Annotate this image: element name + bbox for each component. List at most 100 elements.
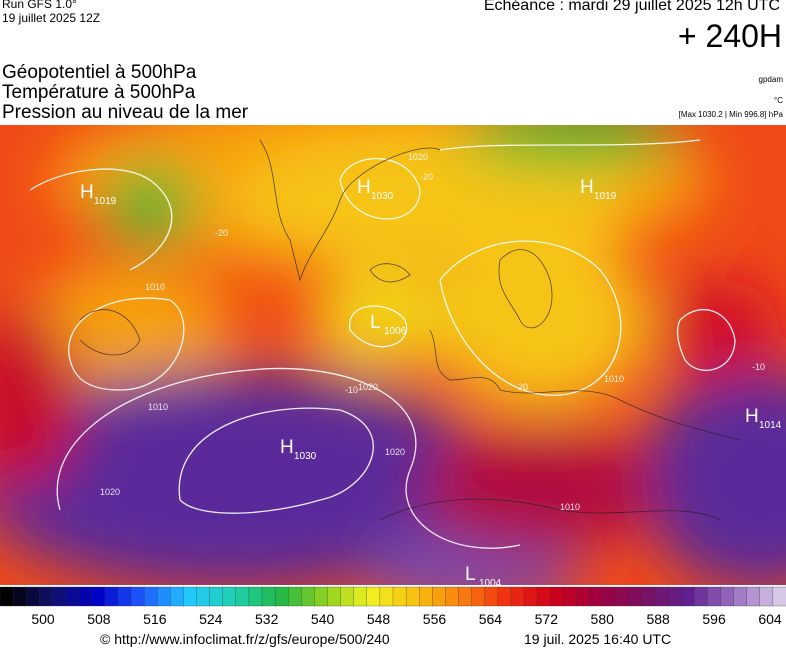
unit: [Max 1030.2 | Min 996.8] hPa bbox=[678, 110, 783, 119]
colorbar-swatch bbox=[183, 586, 198, 607]
colorbar-swatch bbox=[654, 586, 669, 607]
colorbar-swatch bbox=[91, 586, 106, 607]
colorbar-label: 580 bbox=[591, 611, 615, 627]
contour-label: 1020 bbox=[358, 382, 378, 392]
colorbar-swatch bbox=[157, 586, 171, 607]
colorbar-swatch bbox=[366, 586, 381, 607]
contour-label: 1020 bbox=[385, 447, 405, 457]
colorbar-swatch bbox=[720, 586, 735, 607]
colorbar-label: 540 bbox=[311, 611, 335, 627]
colorbar-label: 500 bbox=[31, 611, 55, 627]
colorbar-swatch bbox=[209, 586, 224, 607]
center-value: 1004 bbox=[479, 578, 502, 589]
center-type: L bbox=[465, 564, 476, 585]
contour-label: -20 bbox=[515, 382, 528, 392]
contour-label: 1020 bbox=[100, 487, 120, 497]
run: Run GFS 1.0° bbox=[2, 0, 77, 11]
colorbar-swatch bbox=[301, 586, 316, 607]
colorbar-swatch bbox=[746, 586, 761, 607]
center-type: H bbox=[745, 406, 759, 427]
colorbar-swatch bbox=[471, 586, 486, 607]
colorbar-swatch bbox=[707, 586, 722, 607]
colorbar-swatch bbox=[222, 586, 237, 607]
colorbar-swatch bbox=[772, 586, 786, 607]
colorbar-label: 564 bbox=[479, 611, 503, 627]
contour-label: 1010 bbox=[560, 502, 580, 512]
colorbar-swatch bbox=[392, 586, 407, 607]
center-value: 1019 bbox=[94, 196, 117, 207]
unit: °C bbox=[774, 96, 783, 105]
colorbar-swatch bbox=[484, 586, 499, 607]
colorbar-label: 604 bbox=[758, 611, 782, 627]
colorbar-swatch bbox=[419, 586, 433, 607]
center-value: 1019 bbox=[594, 191, 617, 202]
unit: gpdam bbox=[758, 75, 783, 84]
colorbar-label: 548 bbox=[367, 611, 391, 627]
colorbar-label: 524 bbox=[199, 611, 223, 627]
title: Température à 500hPa bbox=[2, 82, 196, 103]
colorbar-swatch bbox=[12, 586, 27, 607]
contour-label: -10 bbox=[345, 385, 358, 395]
field bbox=[0, 125, 786, 585]
colorbar-swatch bbox=[235, 586, 250, 607]
contour-label: 1020 bbox=[408, 152, 428, 162]
colorbar-swatch bbox=[681, 586, 695, 607]
colorbar-label: 516 bbox=[143, 611, 167, 627]
colorbar-swatch bbox=[589, 586, 604, 607]
colorbar-swatch bbox=[353, 586, 368, 607]
colorbar-swatch bbox=[288, 586, 302, 607]
colorbar-label: 596 bbox=[702, 611, 726, 627]
colorbar-swatch bbox=[615, 586, 630, 607]
colorbar-swatch bbox=[314, 586, 329, 607]
valid-time: Echéance : mardi 29 juillet 2025 12h UTC bbox=[483, 0, 780, 14]
colorbar-label: 532 bbox=[255, 611, 279, 627]
colorbar-swatch bbox=[26, 586, 40, 607]
run-date: 19 juillet 2025 12Z bbox=[2, 11, 101, 25]
colorbar-label: 556 bbox=[423, 611, 447, 627]
lead-time: + 240H bbox=[677, 18, 782, 54]
colorbar-swatch bbox=[405, 586, 420, 607]
center-value: 1006 bbox=[384, 326, 407, 337]
colorbar-label: 572 bbox=[535, 611, 559, 627]
colorbar-swatch bbox=[497, 586, 512, 607]
colorbar-swatch bbox=[432, 586, 447, 607]
title: Géopotentiel à 500hPa bbox=[2, 62, 197, 83]
colorbar-swatch bbox=[576, 586, 591, 607]
contour-label: 1010 bbox=[604, 374, 624, 384]
colorbar-swatch bbox=[248, 586, 263, 607]
colorbar-swatch bbox=[523, 586, 538, 607]
colorbar-swatch bbox=[628, 586, 643, 607]
center-value: 1030 bbox=[294, 451, 317, 462]
center-value: 1014 bbox=[759, 420, 782, 431]
center-type: H bbox=[80, 182, 94, 203]
colorbar-swatch bbox=[379, 586, 394, 607]
colorbar-swatch bbox=[550, 586, 564, 607]
contour-label: -20 bbox=[215, 228, 228, 238]
colorbar-swatch bbox=[510, 586, 525, 607]
colorbar-swatch bbox=[327, 586, 342, 607]
colorbar-swatch bbox=[759, 586, 774, 607]
colorbar-swatch bbox=[39, 586, 54, 607]
contour-label: 1010 bbox=[148, 402, 168, 412]
colorbar-swatch bbox=[445, 586, 460, 607]
center-type: H bbox=[580, 177, 594, 198]
colorbar-swatch bbox=[563, 586, 578, 607]
contour-label: -10 bbox=[752, 362, 765, 372]
contour-label: -20 bbox=[420, 172, 433, 182]
center-value: 1030 bbox=[371, 191, 394, 202]
colorbar-swatch bbox=[641, 586, 656, 607]
colorbar-swatch bbox=[0, 586, 14, 607]
colorbar-swatch bbox=[694, 586, 709, 607]
colorbar-swatch bbox=[667, 586, 682, 607]
colorbar-swatch bbox=[143, 586, 158, 607]
colorbar-swatch bbox=[78, 586, 93, 607]
colorbar-swatch bbox=[274, 586, 289, 607]
colorbar-swatch bbox=[602, 586, 617, 607]
center-type: H bbox=[357, 177, 371, 198]
colorbar-swatch bbox=[117, 586, 132, 607]
colorbar-label: 588 bbox=[646, 611, 670, 627]
center-type: H bbox=[280, 437, 294, 458]
colorbar-swatch bbox=[104, 586, 119, 607]
colorbar-swatch bbox=[52, 586, 67, 607]
